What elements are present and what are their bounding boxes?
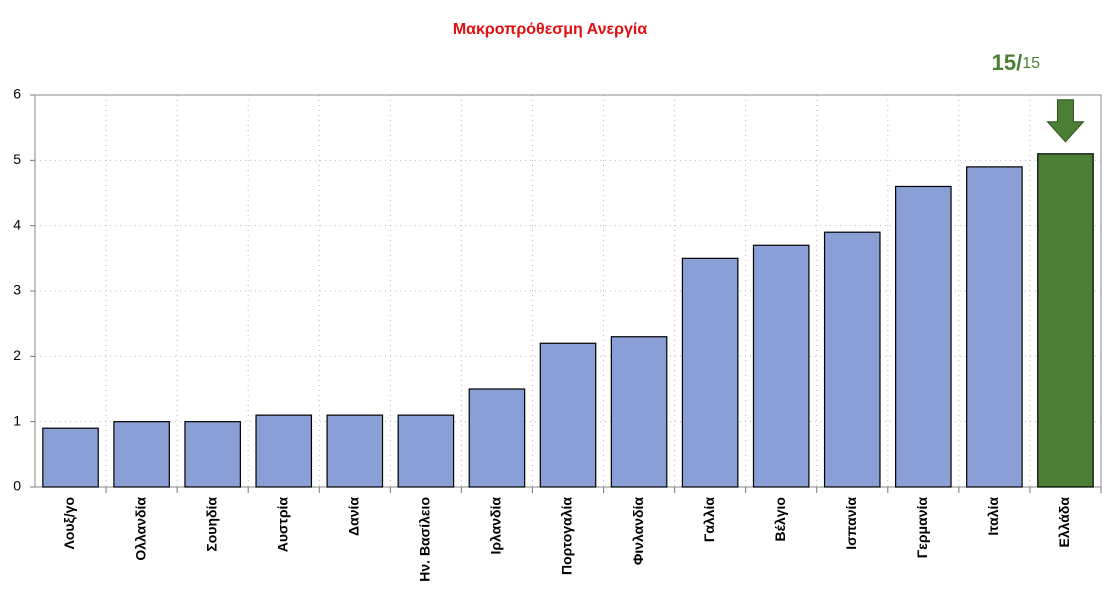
x-tick-label: Φινλανδία	[630, 497, 646, 566]
bar	[113, 421, 170, 488]
bar	[397, 414, 455, 488]
bar	[42, 427, 99, 488]
x-tick-label: Ισπανία	[843, 497, 859, 550]
x-tick-label: Γαλλία	[701, 497, 717, 542]
bar	[895, 185, 952, 488]
y-tick-label: 0	[13, 478, 21, 494]
x-tick-label: Δανία	[346, 497, 362, 536]
chart-title: Μακροπρόθεσμη Ανεργία	[453, 21, 648, 38]
bar	[610, 336, 668, 488]
highlight-arrow	[1046, 99, 1085, 143]
rank-total: 15	[1022, 55, 1040, 72]
bar	[681, 257, 739, 488]
y-tick-label: 2	[13, 347, 21, 363]
bar	[184, 421, 241, 488]
y-tick-label: 3	[13, 282, 21, 298]
bar	[752, 244, 810, 488]
x-tick-label: Γερμανία	[914, 497, 930, 559]
x-tick-label: Σουηδία	[203, 497, 219, 552]
bar	[468, 388, 526, 488]
x-tick-label: Λουξ/γο	[61, 497, 77, 550]
y-tick-label: 5	[13, 151, 21, 167]
x-tick-label: Βέλγιο	[772, 497, 788, 541]
y-tick-label: 1	[13, 412, 21, 428]
rank: 15/15	[992, 50, 1040, 75]
bar	[326, 414, 384, 488]
rank-value: 15/	[992, 50, 1023, 75]
bar	[823, 231, 881, 488]
x-tick-label: Ολλανδία	[132, 497, 148, 561]
bar	[1037, 153, 1094, 488]
x-tick-label: Ην. Βασίλειο	[417, 497, 433, 582]
x-tick-label: Ιρλανδία	[488, 497, 504, 555]
y-tick-label: 4	[13, 216, 21, 232]
y-tick-label: 6	[13, 86, 21, 102]
x-tick-label: Ιταλία	[985, 497, 1001, 536]
x-tick-label: Πορτογαλία	[559, 497, 575, 575]
x-tick-label: Αυστρία	[274, 497, 290, 553]
x-tick-label: Ελλάδα	[1056, 497, 1072, 548]
bar	[539, 342, 597, 488]
bar	[966, 166, 1023, 488]
bar	[255, 414, 313, 488]
